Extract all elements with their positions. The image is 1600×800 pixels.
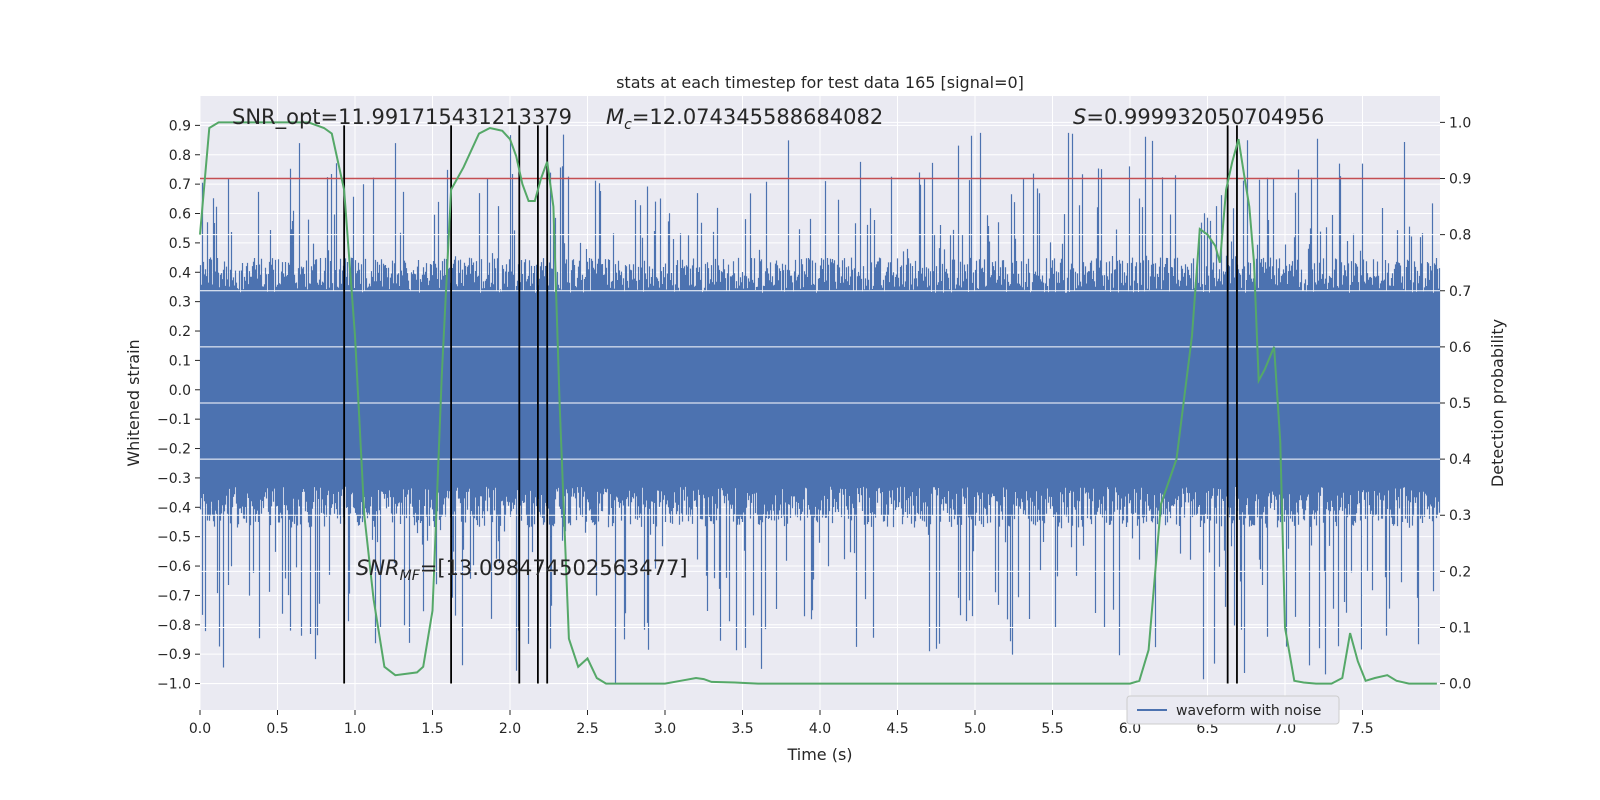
y-left-tick-label: −1.0 <box>157 677 191 693</box>
x-tick-label: 4.5 <box>886 721 908 737</box>
x-tick-label: 3.0 <box>654 721 676 737</box>
x-tick-label: 1.0 <box>344 721 366 737</box>
x-tick-label: 5.5 <box>1041 721 1063 737</box>
legend-box <box>1126 695 1340 725</box>
y-left-axis-label: Whitened strain <box>124 339 143 466</box>
chirp-mass-sub: c <box>624 117 632 133</box>
y-right-tick-label: 0.3 <box>1449 508 1471 524</box>
x-axis-ticks: 0.0 0.5 1.0 1.5 2.0 2.5 3.0 3.5 4.0 4.5 5.0 5.5 6.0 6… <box>189 710 1374 737</box>
x-tick-label: 6.5 <box>1196 721 1218 737</box>
y-right-tick-label: 0.0 <box>1449 677 1471 693</box>
annotation-snr-opt: SNR_opt=11.991715431213379 <box>232 105 572 130</box>
y-right-tick-label: 0.5 <box>1449 396 1471 412</box>
x-tick-label: 7.5 <box>1351 721 1373 737</box>
y-right-tick-label: 0.4 <box>1449 452 1471 468</box>
snr-mf-sub: MF <box>400 568 421 584</box>
y-left-tick-label: 0.7 <box>169 177 191 193</box>
y-right-tick-label: 1.0 <box>1449 115 1471 131</box>
x-tick-label: 6.0 <box>1119 721 1141 737</box>
annotation-chirp-mass: Mc=12.074345588684082 <box>606 105 883 133</box>
y-left-tick-label: −0.8 <box>157 618 191 634</box>
series-waveform-with-noise <box>199 121 1441 685</box>
y-left-tick-label: −0.5 <box>157 530 191 546</box>
y-left-tick-label: 0.4 <box>169 265 191 281</box>
y-right-tick-label: 0.9 <box>1449 172 1471 188</box>
y-left-tick-label: 0.0 <box>169 383 191 399</box>
chirp-mass-value: =12.074345588684082 <box>632 105 883 129</box>
y-left-axis-ticks: 0.9 0.8 0.7 0.6 0.5 0.4 0.3 0.2 0.1 0.0 −0.1 −0.2 −0… <box>157 118 200 693</box>
s-symbol: S <box>1073 105 1086 129</box>
y-right-tick-label: 0.6 <box>1449 340 1471 356</box>
x-axis-label: Time (s) <box>786 745 852 764</box>
probability-line <box>199 121 1437 685</box>
legend: waveform with noise <box>1126 695 1340 725</box>
chirp-mass-symbol: M <box>606 105 624 129</box>
x-tick-label: 5.0 <box>964 721 986 737</box>
y-right-axis-label: Detection probability <box>1488 319 1507 487</box>
x-tick-label: 3.5 <box>731 721 753 737</box>
s-value: =0.999932050704956 <box>1086 105 1324 129</box>
x-tick-label: 0.5 <box>266 721 288 737</box>
y-left-tick-label: 0.5 <box>169 236 191 252</box>
x-tick-label: 7.0 <box>1274 721 1296 737</box>
chart-title: stats at each timestep for test data 165… <box>616 73 1024 92</box>
y-left-tick-label: −0.2 <box>157 442 191 458</box>
y-left-tick-label: 0.9 <box>169 118 191 134</box>
y-left-tick-label: −0.9 <box>157 647 191 663</box>
y-right-tick-label: 0.7 <box>1449 284 1471 300</box>
y-right-axis-ticks: 1.0 0.9 0.8 0.7 0.6 0.5 0.4 0.3 0.2 0.1 0.0 <box>1440 115 1471 693</box>
y-right-tick-label: 0.8 <box>1449 228 1471 244</box>
y-left-tick-label: 0.3 <box>169 295 191 311</box>
y-left-tick-label: 0.8 <box>169 148 191 164</box>
x-tick-label: 0.0 <box>189 721 211 737</box>
y-left-tick-label: 0.6 <box>169 207 191 223</box>
y-left-tick-label: 0.2 <box>169 324 191 340</box>
series-detection-probability <box>199 121 1437 685</box>
annotation-s: S=0.999932050704956 <box>1073 105 1324 129</box>
y-left-tick-label: 0.1 <box>169 353 191 369</box>
y-left-tick-label: −0.1 <box>157 412 191 428</box>
vertical-markers <box>343 125 1238 684</box>
y-left-tick-label: −0.4 <box>157 500 191 516</box>
x-tick-label: 4.0 <box>809 721 831 737</box>
annotation-snr-mf: SNRMF=[13.098474502563477] <box>356 556 688 584</box>
x-tick-label: 2.0 <box>499 721 521 737</box>
x-tick-label: 2.5 <box>576 721 598 737</box>
x-tick-label: 1.5 <box>421 721 443 737</box>
snr-mf-symbol: SNR <box>356 556 400 580</box>
y-left-tick-label: −0.7 <box>157 588 191 604</box>
y-left-tick-label: −0.6 <box>157 559 191 575</box>
y-left-tick-label: −0.3 <box>157 471 191 487</box>
snr-mf-value: =[13.098474502563477] <box>420 556 688 580</box>
legend-entry-waveform: waveform with noise <box>1176 703 1321 719</box>
y-right-tick-label: 0.1 <box>1449 620 1471 636</box>
y-right-tick-label: 0.2 <box>1449 564 1471 580</box>
